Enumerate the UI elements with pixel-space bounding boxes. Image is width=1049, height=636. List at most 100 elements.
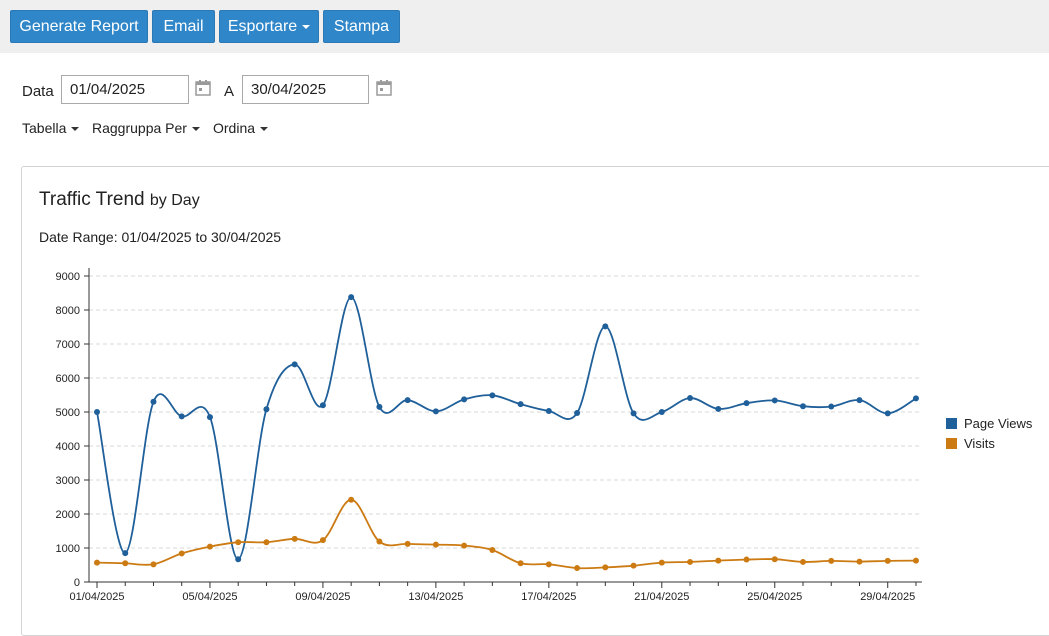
visits-point: [206, 543, 213, 550]
table-menu[interactable]: Tabella: [22, 120, 80, 136]
x-tick-label: 29/04/2025: [860, 591, 915, 603]
page-views-point: [235, 556, 242, 563]
report-panel: [21, 166, 1049, 636]
visits-point: [178, 550, 185, 557]
group-by-menu-label: Raggruppa Per: [92, 120, 187, 136]
visits-legend-swatch: [946, 438, 957, 449]
y-tick-label: 6000: [56, 373, 80, 385]
page-views-point: [856, 397, 863, 404]
x-tick-label: 05/04/2025: [182, 591, 237, 603]
to-date-input[interactable]: [242, 75, 369, 104]
calendar-icon[interactable]: [375, 79, 393, 97]
x-tick-label: 09/04/2025: [295, 591, 350, 603]
from-date-label: Data: [22, 83, 54, 100]
visits-point: [800, 558, 806, 565]
page-views-point: [263, 406, 270, 413]
table-menu-label: Tabella: [22, 120, 67, 136]
x-tick-label: 25/04/2025: [747, 591, 802, 603]
y-tick-label: 2000: [56, 509, 80, 521]
page-views-point: [122, 550, 129, 557]
page-views-point: [884, 410, 891, 417]
email-button[interactable]: Email: [152, 10, 215, 43]
page-views-point: [150, 398, 157, 405]
visits-point: [545, 561, 552, 568]
x-tick-label: 17/04/2025: [521, 591, 576, 603]
visits-point: [235, 539, 242, 546]
visits-point: [884, 557, 891, 564]
page-views-point: [602, 323, 609, 330]
visits-point: [658, 559, 665, 566]
visits-point: [630, 562, 637, 569]
report-title-sub: by Day: [149, 192, 200, 209]
visits-point: [404, 540, 411, 547]
page-views-point: [771, 397, 778, 404]
sort-menu[interactable]: Ordina: [213, 120, 269, 136]
export-dropdown-button[interactable]: Esportare: [219, 10, 319, 43]
caret-down-icon: [71, 127, 80, 132]
page-views-point: [94, 409, 100, 415]
page-views-point: [206, 414, 213, 421]
caret-down-icon: [260, 127, 269, 132]
toolbar: Generate Report Email Esportare Stampa: [0, 0, 1049, 53]
y-tick-label: 5000: [56, 407, 80, 419]
y-tick-label: 1000: [56, 543, 80, 555]
visits-point: [828, 557, 835, 564]
visits-point: [319, 537, 326, 544]
page-views-point: [630, 410, 637, 417]
report-date-range: Date Range: 01/04/2025 to 30/04/2025: [39, 229, 282, 245]
caret-down-icon: [302, 24, 311, 29]
from-date-input[interactable]: [61, 75, 189, 104]
visits-point: [263, 539, 270, 546]
export-label: Esportare: [227, 17, 298, 35]
visits-point: [687, 558, 694, 565]
report-title: Traffic Trend by Day: [39, 189, 200, 211]
y-tick-label: 0: [74, 577, 80, 589]
page-views-point: [348, 294, 355, 301]
page-views-point: [432, 408, 439, 415]
visits-point: [602, 564, 609, 571]
generate-report-button[interactable]: Generate Report: [10, 10, 148, 43]
email-label: Email: [163, 17, 204, 35]
page-views-point: [828, 403, 835, 410]
page-views-point: [178, 413, 185, 420]
print-label: Stampa: [333, 17, 390, 35]
page-views-point: [687, 395, 694, 402]
page-views-point: [404, 397, 411, 404]
traffic-trend-chart: 0 1000 2000 3000 4000 5000 6000 7000 8000 9000 01/…: [56, 268, 1033, 603]
visits-point: [94, 559, 100, 566]
y-tick-label: 9000: [56, 271, 80, 283]
visits-point: [348, 496, 355, 503]
calendar-icon[interactable]: [194, 79, 212, 97]
page-views-line: [96, 296, 917, 561]
page-views-point: [743, 400, 750, 407]
report-title-main: Traffic Trend: [39, 189, 145, 210]
to-date-label: A: [224, 83, 235, 100]
page-views-legend-label: Page Views: [964, 416, 1033, 431]
y-tick-label: 3000: [56, 475, 80, 487]
visits-point: [150, 561, 157, 568]
page-views-point: [461, 396, 468, 403]
visits-point: [715, 557, 722, 564]
visits-point: [122, 560, 129, 567]
page-views-point: [574, 410, 581, 417]
visits-point: [912, 557, 919, 564]
x-tick-label: 21/04/2025: [634, 591, 689, 603]
group-by-menu[interactable]: Raggruppa Per: [92, 120, 200, 136]
print-button[interactable]: Stampa: [323, 10, 400, 43]
page-views-point: [489, 392, 496, 399]
visits-point: [461, 542, 468, 549]
visits-point: [574, 565, 581, 572]
visits-legend-label: Visits: [964, 436, 995, 451]
visits-point: [771, 556, 778, 563]
sort-menu-label: Ordina: [213, 120, 256, 136]
y-tick-label: 8000: [56, 305, 80, 317]
visits-point: [376, 538, 383, 545]
page-views-point: [912, 395, 919, 402]
page-views-point: [658, 409, 665, 415]
visits-point: [432, 541, 439, 548]
page-views-point: [800, 403, 806, 410]
page-views-point: [715, 405, 722, 412]
page-views-point: [545, 407, 552, 414]
visits-point: [489, 547, 496, 554]
visits-line: [96, 498, 917, 570]
